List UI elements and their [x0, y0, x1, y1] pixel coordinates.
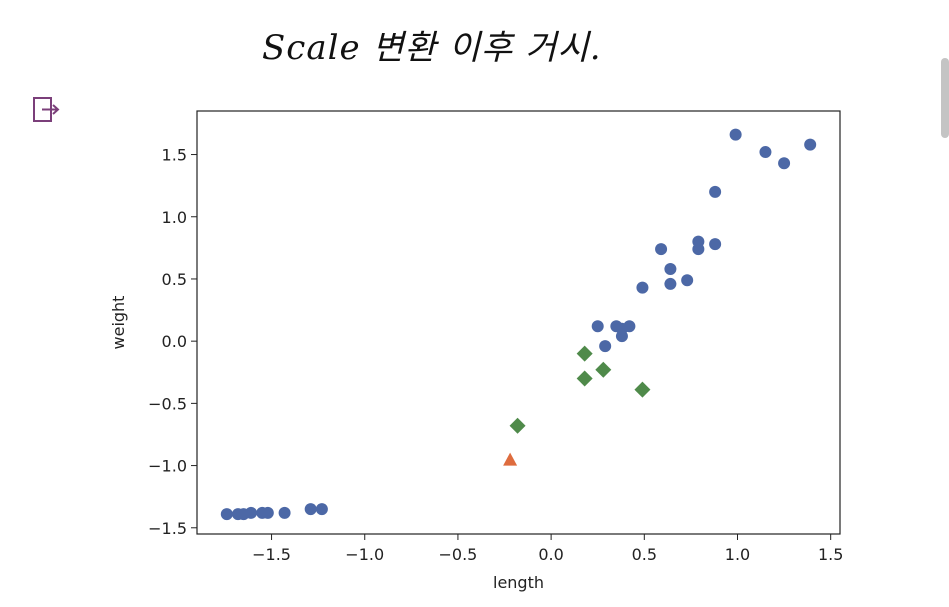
output-icon[interactable]	[31, 95, 61, 125]
data-point	[709, 238, 722, 251]
plot-frame	[196, 110, 841, 535]
diamond-point	[576, 370, 593, 387]
y-tick-label: 0.5	[162, 270, 187, 289]
data-point	[709, 185, 722, 198]
y-tick-label: −1.0	[148, 457, 187, 476]
diamond-point	[509, 417, 526, 434]
scrollbar-thumb[interactable]	[941, 58, 949, 138]
x-tick-label: 0.0	[538, 545, 563, 564]
data-point	[655, 243, 668, 256]
x-tick-label: 1.5	[818, 545, 843, 564]
data-point	[729, 128, 742, 141]
data-point	[664, 263, 677, 276]
handwritten-note: Scale 변환 이후 거시.	[262, 28, 602, 68]
diamond-point	[634, 381, 651, 398]
diamond-point	[576, 345, 593, 362]
y-tick-label: 1.0	[162, 208, 187, 227]
data-point	[304, 503, 317, 516]
x-tick-label: −1.0	[345, 545, 384, 564]
x-axis: −1.5 −1.0 −0.5 0.0 0.5 1.0 1.5	[252, 534, 843, 564]
data-point	[681, 274, 694, 287]
y-tick-label: 1.5	[162, 146, 187, 165]
data-point	[664, 277, 677, 290]
plot-area	[196, 110, 841, 535]
data-point	[759, 146, 772, 159]
y-tick-label: −1.5	[148, 519, 187, 538]
y-tick-label: −0.5	[148, 394, 187, 413]
data-point	[636, 281, 649, 294]
data-point	[245, 506, 258, 519]
y-tick-label: 0.0	[162, 332, 187, 351]
diamond-point	[595, 361, 612, 378]
data-points	[220, 128, 817, 521]
data-point	[261, 506, 274, 519]
x-tick-label: −0.5	[438, 545, 477, 564]
data-point	[278, 506, 291, 519]
triangle-point	[503, 452, 518, 466]
data-point	[615, 322, 628, 335]
y-axis: −1.5 −1.0 −0.5 0.0 0.5 1.0 1.5	[148, 146, 197, 538]
x-tick-label: 1.0	[725, 545, 750, 564]
x-tick-label: −1.5	[252, 545, 291, 564]
data-point	[315, 503, 328, 516]
y-axis-label: weight	[109, 296, 128, 350]
data-point	[599, 340, 612, 353]
x-axis-label: length	[493, 573, 544, 592]
data-point	[692, 235, 705, 248]
data-point	[778, 157, 791, 170]
data-point	[591, 320, 604, 333]
data-point	[804, 138, 817, 151]
data-point	[220, 508, 233, 521]
x-tick-label: 0.5	[632, 545, 657, 564]
